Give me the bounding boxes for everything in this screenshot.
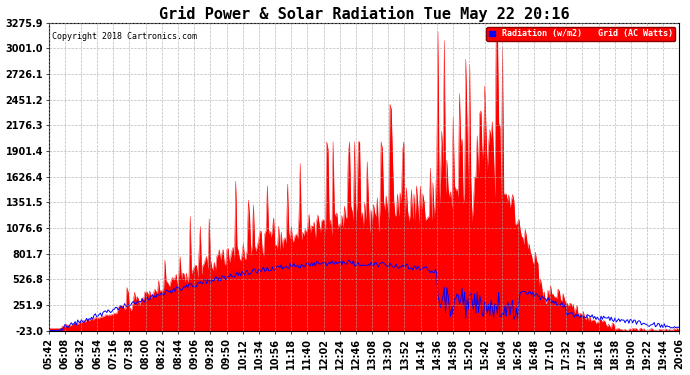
Title: Grid Power & Solar Radiation Tue May 22 20:16: Grid Power & Solar Radiation Tue May 22 …: [159, 6, 569, 21]
Legend: Radiation (w/m2), Grid (AC Watts): Radiation (w/m2), Grid (AC Watts): [486, 27, 676, 41]
Text: Copyright 2018 Cartronics.com: Copyright 2018 Cartronics.com: [52, 32, 197, 41]
